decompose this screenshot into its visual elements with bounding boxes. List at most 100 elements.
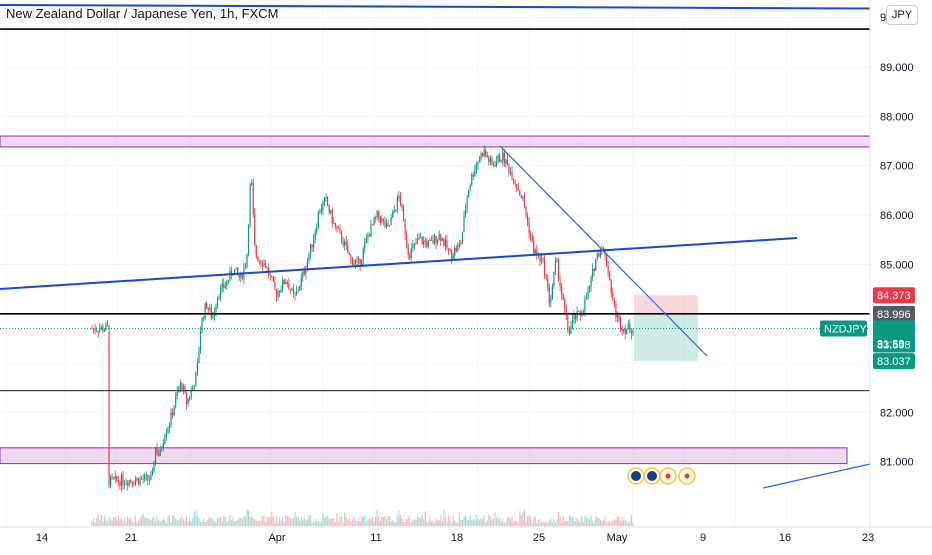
volume-bar (477, 519, 479, 526)
trendline[interactable] (0, 237, 798, 290)
volume-bar (252, 518, 254, 526)
volume-bar (545, 521, 547, 526)
zone-box[interactable] (0, 135, 871, 148)
zone-box[interactable] (0, 447, 848, 465)
volume-bar (499, 517, 501, 526)
trendline[interactable] (0, 4, 871, 10)
trendline[interactable] (762, 463, 871, 489)
candle-body (451, 250, 453, 259)
candle-body (94, 328, 96, 331)
price-axis[interactable]: 89.000 88.000 87.000 86.000 85.000 82.000 81.0… (880, 12, 914, 469)
date-tick-label: 14 (36, 532, 48, 544)
candle-body (131, 481, 133, 484)
volume-bar (190, 522, 192, 526)
candle-body (367, 235, 369, 238)
position-tool[interactable] (634, 295, 698, 362)
symbol-tag-bg (820, 320, 867, 337)
volume-bar (201, 522, 203, 526)
volume-bar (472, 518, 474, 526)
trendlines[interactable] (0, 4, 871, 489)
candle-body (168, 425, 171, 429)
volume-bar (406, 519, 408, 526)
volume-bar (337, 522, 340, 526)
volume-bar (142, 513, 144, 526)
candle-body (592, 268, 594, 277)
volume-bar (193, 511, 195, 526)
volume-bar (615, 519, 617, 526)
volume-bar (511, 516, 513, 526)
volume-bar (342, 522, 344, 526)
candle-body (342, 241, 344, 246)
candle-body (539, 253, 541, 262)
candle-body (612, 293, 614, 301)
volume-bar (127, 516, 129, 526)
candle-body (396, 197, 398, 211)
volume-bar (220, 516, 222, 526)
volume-bar (275, 516, 278, 526)
volume-bar (537, 519, 539, 526)
volume-bar (317, 521, 319, 526)
volume-bar (131, 522, 133, 526)
volume-bar (373, 521, 375, 526)
volume-bar (483, 515, 485, 526)
volume-bar (299, 520, 301, 526)
candle-body (280, 289, 282, 293)
candle-body (513, 179, 515, 182)
candle-body (392, 211, 394, 218)
candle-body (616, 315, 619, 318)
volume-bar (114, 517, 116, 526)
volume-bar (491, 519, 493, 526)
volume-bar (443, 509, 445, 526)
event-icon-center (631, 471, 641, 481)
volume-bar (621, 517, 623, 526)
candle-body (172, 412, 174, 416)
candle-body (148, 479, 150, 481)
volume-bar (516, 521, 518, 526)
volume-bar (416, 516, 419, 526)
candle-body (207, 308, 209, 310)
volume-bar (582, 522, 584, 526)
volume-bar (356, 520, 358, 526)
candle-body (358, 258, 360, 260)
level-price-tag-bg (873, 305, 915, 322)
event-icons[interactable] (627, 467, 696, 485)
volume-bar (206, 520, 208, 526)
trendline[interactable] (499, 145, 708, 357)
volume-bar (150, 520, 152, 526)
volume-bar (506, 518, 508, 526)
volume-bar (170, 522, 172, 526)
date-tick-label: 18 (451, 532, 463, 544)
chart-title: New Zealand Dollar / Japanese Yen, 1h, F… (6, 6, 279, 21)
candle-body (444, 239, 446, 246)
candle-body (505, 159, 507, 164)
volume-bar (137, 520, 140, 526)
volume-bar (120, 518, 123, 526)
volume-bar (277, 522, 279, 526)
candle-body (480, 153, 482, 160)
candle-body (630, 332, 632, 334)
volume-bar (578, 520, 580, 526)
candle-body (299, 286, 301, 291)
volume-bar (430, 520, 433, 526)
candle-body (229, 270, 231, 281)
position-stop-zone[interactable] (634, 295, 698, 314)
candle-body (306, 260, 309, 270)
currency-badge[interactable]: JPY (886, 5, 918, 25)
candle-body (170, 412, 172, 426)
candle-body (525, 207, 527, 216)
candle-body (477, 162, 479, 165)
volume-bar (469, 515, 471, 526)
volume-bar (542, 521, 544, 526)
volume-bar (426, 522, 428, 526)
volume-bar (519, 510, 521, 526)
position-target-zone[interactable] (634, 313, 698, 362)
candle-body (446, 239, 448, 249)
volume-bar (151, 517, 154, 526)
date-axis[interactable]: 14 21 Apr 11 18 25 May 9 16 23 (36, 532, 874, 544)
volume-bar (632, 522, 634, 526)
volume-bar (274, 521, 276, 526)
volume-bar (492, 519, 495, 526)
